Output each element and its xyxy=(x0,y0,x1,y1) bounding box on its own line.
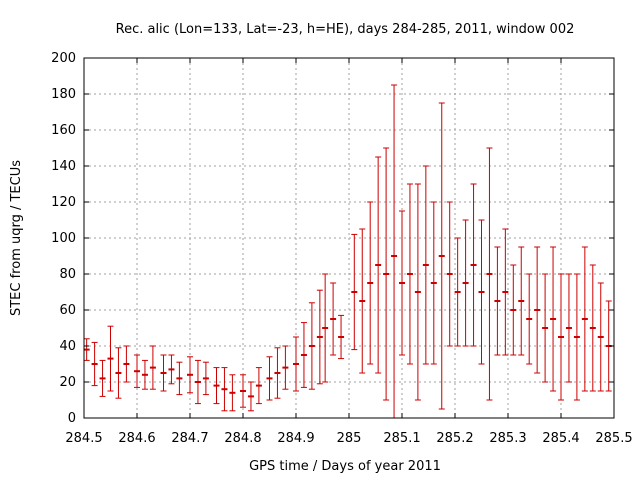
y-tick-label: 60 xyxy=(59,303,76,318)
x-tick-label: 285.4 xyxy=(542,431,579,446)
x-tick-label: 284.8 xyxy=(224,431,261,446)
y-axis-label: STEC from uqrg / TECUs xyxy=(9,160,24,316)
y-tick-label: 0 xyxy=(68,411,76,426)
y-tick-label: 140 xyxy=(51,159,76,174)
y-tick-label: 180 xyxy=(51,87,76,102)
y-tick-label: 100 xyxy=(51,231,76,246)
x-tick-label: 285 xyxy=(337,431,362,446)
y-tick-label: 120 xyxy=(51,195,76,210)
x-tick-label: 284.5 xyxy=(65,431,102,446)
x-tick-label: 284.7 xyxy=(171,431,208,446)
x-tick-label: 284.9 xyxy=(277,431,314,446)
x-tick-label: 285.2 xyxy=(436,431,473,446)
y-tick-label: 200 xyxy=(51,51,76,66)
x-axis: 284.5 284.6 284.7 284.8 284.9 285 285.1 285.2 28… xyxy=(65,58,633,446)
chart-title: Rec. alic (Lon=133, Lat=-23, h=HE), days… xyxy=(116,22,575,37)
x-axis-label: GPS time / Days of year 2011 xyxy=(249,459,441,474)
y-tick-label: 80 xyxy=(59,267,76,282)
y-tick-label: 160 xyxy=(51,123,76,138)
x-tick-label: 285.1 xyxy=(383,431,420,446)
series-stec xyxy=(83,84,612,419)
y-tick-label: 20 xyxy=(59,375,76,390)
x-tick-label: 285.3 xyxy=(489,431,526,446)
y-tick-label: 40 xyxy=(59,339,76,354)
x-tick-label: 285.5 xyxy=(595,431,632,446)
y-axis: 0 20 40 60 80 100 120 140 160 180 200 xyxy=(51,51,614,426)
x-tick-label: 284.6 xyxy=(118,431,155,446)
